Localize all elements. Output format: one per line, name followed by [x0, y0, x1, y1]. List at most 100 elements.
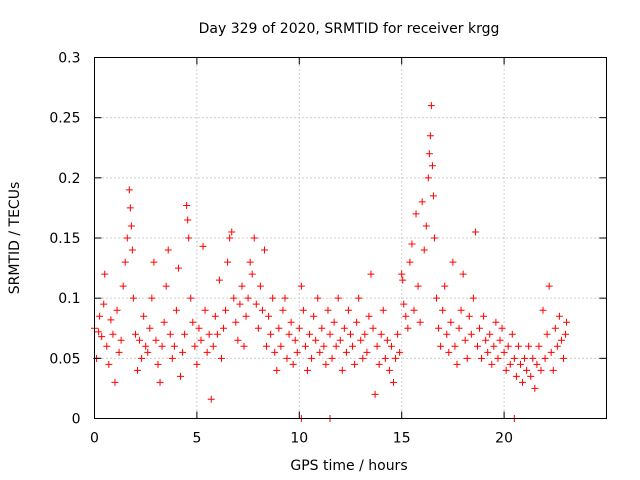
data-point [498, 324, 506, 332]
data-point [226, 234, 234, 242]
data-point [279, 306, 287, 314]
data-point [510, 354, 518, 362]
data-point [394, 330, 402, 338]
data-point [189, 318, 197, 326]
data-point [418, 198, 426, 206]
data-point [310, 312, 318, 320]
data-point [334, 294, 342, 302]
data-point [332, 342, 340, 350]
data-point [203, 348, 211, 356]
data-point [471, 228, 479, 236]
data-point [559, 354, 567, 362]
data-marks [91, 102, 571, 422]
x-tick-label: 5 [192, 431, 201, 447]
data-point [201, 306, 209, 314]
data-point [508, 330, 516, 338]
data-point [172, 306, 180, 314]
data-point [105, 360, 113, 368]
data-point [420, 246, 428, 254]
data-point [111, 378, 119, 386]
data-point [158, 342, 166, 350]
data-point [322, 360, 330, 368]
data-point [236, 300, 244, 308]
data-point [228, 228, 236, 236]
data-point [283, 354, 291, 362]
data-point [494, 354, 502, 362]
data-point [320, 342, 328, 350]
data-point [551, 324, 559, 332]
data-point [519, 378, 527, 386]
data-point [166, 330, 174, 338]
data-point [224, 258, 232, 266]
data-point [107, 316, 115, 324]
data-point [134, 366, 142, 374]
data-point [263, 342, 271, 350]
data-point [250, 234, 258, 242]
data-point [211, 312, 219, 320]
data-point [281, 294, 289, 302]
data-point [383, 336, 391, 344]
data-point [252, 300, 260, 308]
data-point [168, 354, 176, 362]
data-point [301, 342, 309, 350]
data-point [399, 276, 407, 284]
data-point [150, 258, 158, 266]
data-point [465, 312, 473, 320]
data-point [463, 354, 471, 362]
data-point [109, 330, 117, 338]
data-point [291, 336, 299, 344]
data-point [101, 270, 109, 278]
data-point [306, 330, 314, 338]
data-point [435, 324, 443, 332]
data-point [123, 234, 131, 242]
data-point [295, 324, 303, 332]
data-point [390, 378, 398, 386]
data-point [197, 336, 205, 344]
data-point [484, 348, 492, 356]
data-point [363, 348, 371, 356]
data-point [496, 336, 504, 344]
data-point [541, 354, 549, 362]
data-point [205, 330, 213, 338]
data-point [138, 354, 146, 362]
data-point [187, 294, 195, 302]
data-point [128, 246, 136, 254]
data-point [476, 324, 484, 332]
data-point [258, 306, 266, 314]
data-point [478, 354, 486, 362]
data-point [238, 282, 246, 290]
data-point [512, 372, 520, 380]
data-point [449, 258, 457, 266]
data-point [154, 360, 162, 368]
data-point [563, 318, 571, 326]
data-point [164, 246, 172, 254]
data-point [426, 132, 434, 140]
data-point [312, 336, 320, 344]
data-point [297, 282, 305, 290]
data-point [482, 336, 490, 344]
data-point [126, 204, 134, 212]
data-point [527, 372, 535, 380]
data-point [367, 270, 375, 278]
data-point [480, 312, 488, 320]
data-point [162, 282, 170, 290]
data-point [129, 294, 137, 302]
data-point [377, 330, 385, 338]
data-point [146, 324, 154, 332]
data-point [375, 360, 383, 368]
data-point [299, 306, 307, 314]
data-point [502, 366, 510, 374]
data-point [215, 276, 223, 284]
data-point [461, 336, 469, 344]
data-point [199, 242, 207, 250]
data-point [443, 330, 451, 338]
data-point [326, 330, 334, 338]
data-point [539, 306, 547, 314]
data-point [433, 294, 441, 302]
data-point [504, 342, 512, 350]
data-point [445, 348, 453, 356]
data-point [447, 318, 455, 326]
data-point [96, 312, 104, 320]
x-tick-label: 20 [495, 431, 513, 447]
